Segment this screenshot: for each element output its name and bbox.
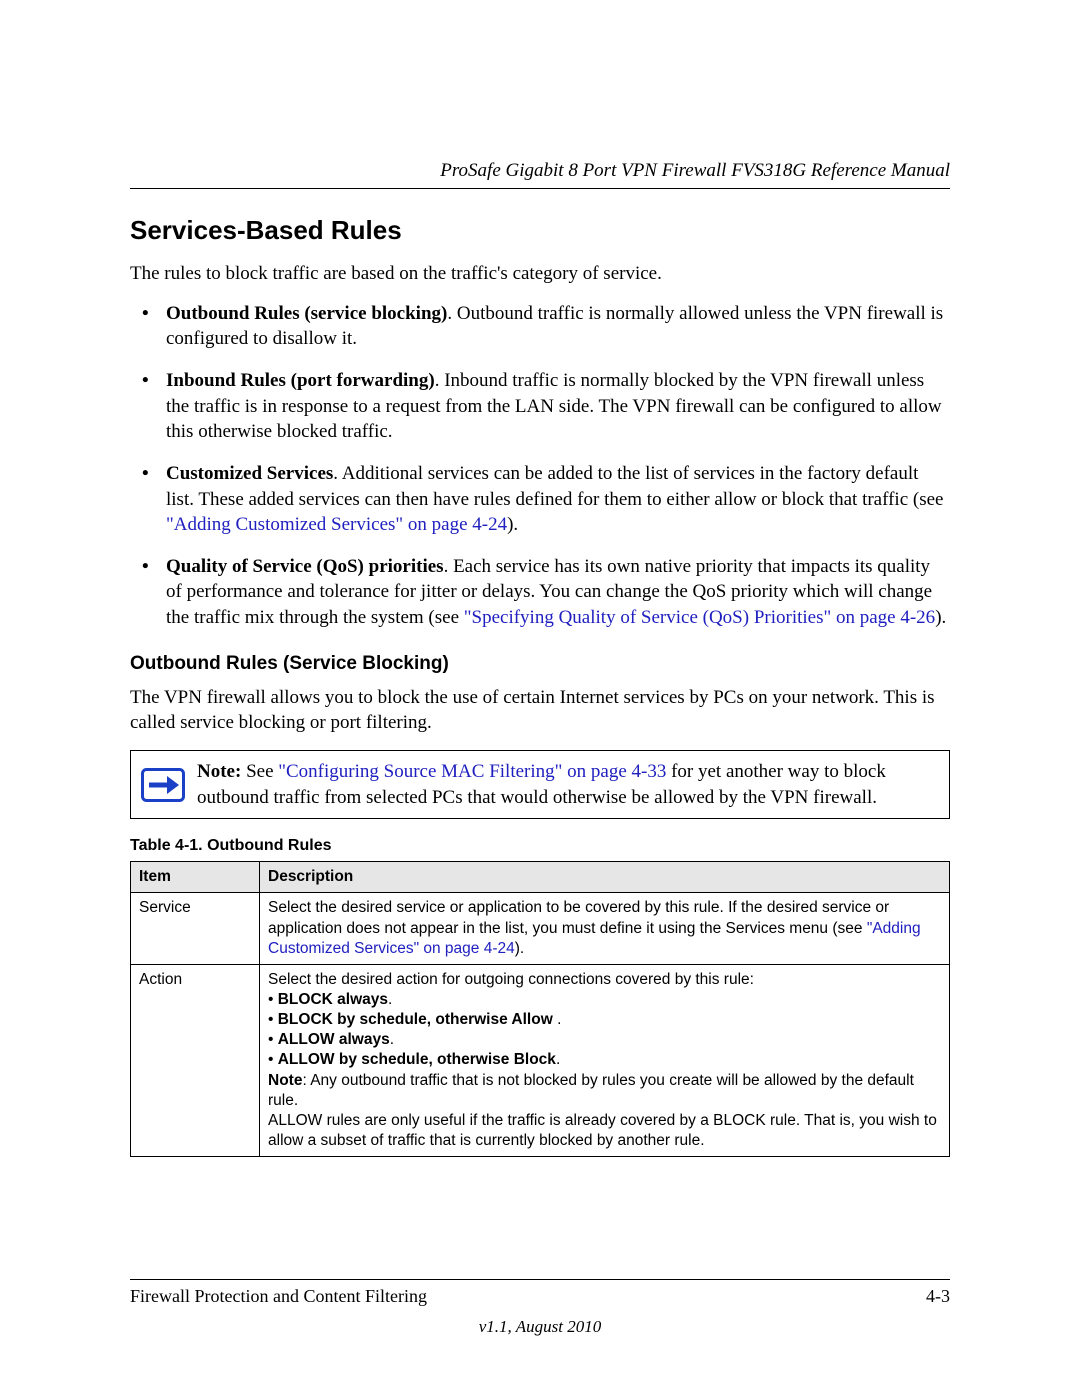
footer-version: v1.1, August 2010	[130, 1317, 950, 1337]
footer-left: Firewall Protection and Content Filterin…	[130, 1286, 427, 1307]
cell-item-service: Service	[131, 893, 260, 964]
action-line1: Select the desired action for outgoing c…	[268, 971, 754, 988]
desc-before: Select the desired service or applicatio…	[268, 899, 889, 936]
note-text: Note: See "Configuring Source MAC Filter…	[191, 759, 939, 810]
col-item: Item	[131, 862, 260, 893]
table-row: Action Select the desired action for out…	[131, 964, 950, 1156]
note-lead: Note:	[197, 761, 241, 782]
bullet-lead: Inbound Rules (port forwarding)	[166, 370, 435, 391]
action-tail: ALLOW rules are only useful if the traff…	[268, 1112, 937, 1149]
bullet-qos: Quality of Service (QoS) priorities. Eac…	[130, 554, 950, 631]
bullet-lead: Quality of Service (QoS) priorities	[166, 556, 444, 577]
table-row: Service Select the desired service or ap…	[131, 893, 950, 964]
action-opt1: BLOCK always	[278, 991, 388, 1008]
subsection-text: The VPN firewall allows you to block the…	[130, 685, 950, 736]
subsection-title: Outbound Rules (Service Blocking)	[130, 653, 950, 675]
action-opt3: ALLOW always	[278, 1031, 390, 1048]
cell-item-action: Action	[131, 964, 260, 1156]
intro-text: The rules to block traffic are based on …	[130, 262, 950, 287]
footer-page-number: 4-3	[926, 1286, 950, 1307]
footer-rule	[130, 1279, 950, 1280]
footer-row: Firewall Protection and Content Filterin…	[130, 1286, 950, 1307]
arrow-right-icon	[135, 768, 191, 802]
action-note-lead: Note	[268, 1072, 302, 1089]
col-description: Description	[260, 862, 950, 893]
running-head: ProSafe Gigabit 8 Port VPN Firewall FVS3…	[130, 160, 950, 182]
link-source-mac-filtering[interactable]: "Configuring Source MAC Filtering" on pa…	[278, 761, 666, 782]
note-see: See	[241, 761, 278, 782]
bullet-lead: Outbound Rules (service blocking)	[166, 303, 447, 324]
table-caption: Table 4-1. Outbound Rules	[130, 837, 950, 855]
section-title: Services-Based Rules	[130, 215, 950, 246]
action-opt2: BLOCK by schedule, otherwise Allow	[278, 1011, 553, 1028]
table-header-row: Item Description	[131, 862, 950, 893]
cell-desc-action: Select the desired action for outgoing c…	[260, 964, 950, 1156]
note-box: Note: See "Configuring Source MAC Filter…	[130, 750, 950, 819]
page: ProSafe Gigabit 8 Port VPN Firewall FVS3…	[0, 0, 1080, 1397]
action-opt4: ALLOW by schedule, otherwise Block	[278, 1051, 556, 1068]
table-outbound-rules: Item Description Service Select the desi…	[130, 861, 950, 1157]
cell-desc-service: Select the desired service or applicatio…	[260, 893, 950, 964]
bullet-outbound: Outbound Rules (service blocking). Outbo…	[130, 301, 950, 352]
bullet-text-after: ).	[935, 607, 946, 628]
top-rule	[130, 188, 950, 189]
link-qos-priorities[interactable]: "Specifying Quality of Service (QoS) Pri…	[464, 607, 935, 628]
bullet-customized: Customized Services. Additional services…	[130, 461, 950, 538]
bullet-inbound: Inbound Rules (port forwarding). Inbound…	[130, 368, 950, 445]
link-adding-customized-services[interactable]: "Adding Customized Services" on page 4-2…	[166, 514, 507, 535]
action-note-rest: : Any outbound traffic that is not block…	[268, 1072, 914, 1109]
bullet-text-after: ).	[507, 514, 518, 535]
page-footer: Firewall Protection and Content Filterin…	[130, 1279, 950, 1337]
desc-after: ).	[515, 940, 524, 957]
bullet-list: Outbound Rules (service blocking). Outbo…	[130, 301, 950, 631]
bullet-lead: Customized Services	[166, 463, 333, 484]
